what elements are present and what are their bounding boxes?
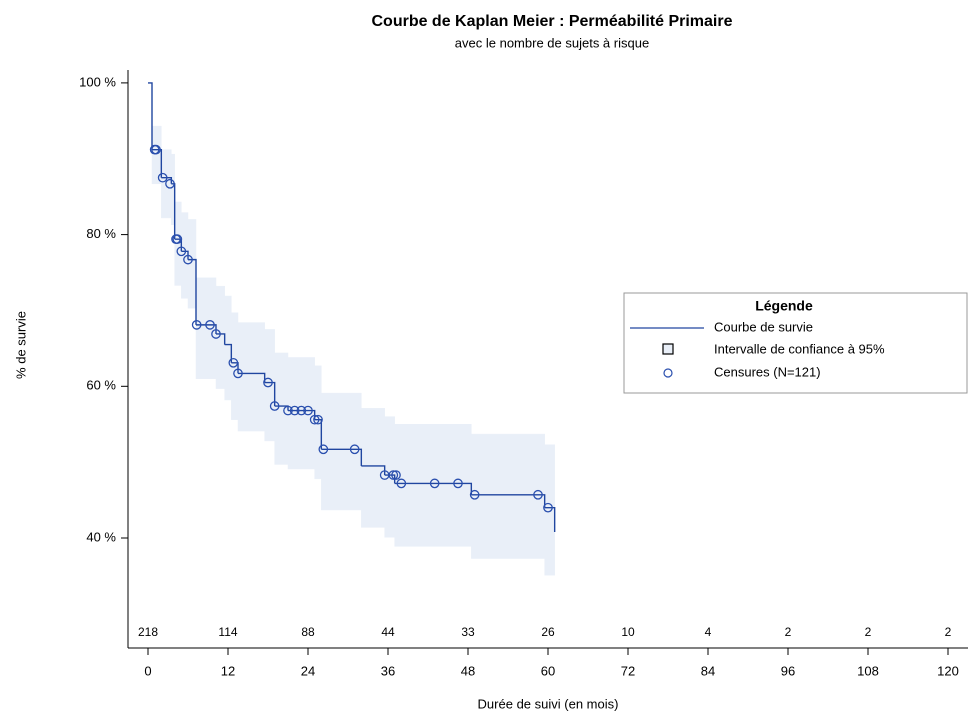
censor-marker (429, 478, 440, 489)
at-risk-count: 44 (381, 625, 395, 639)
x-tick-label: 120 (937, 663, 959, 678)
censor-marker (388, 470, 399, 480)
chart-title: Courbe de Kaplan Meier : Perméabilité Pr… (371, 13, 732, 30)
censor-marker (469, 489, 480, 500)
censor-marker (176, 246, 187, 257)
at-risk-count: 218 (138, 625, 158, 639)
survival-step (224, 343, 233, 363)
plot-area (148, 82, 556, 576)
confidence-band (471, 433, 545, 559)
censor-marker (453, 478, 463, 489)
at-risk-count: 2 (945, 625, 952, 639)
censor-marker (183, 254, 193, 265)
censor-marker (233, 368, 243, 379)
survival-step (361, 465, 386, 476)
censor-marker (303, 405, 313, 416)
survival-step (544, 506, 556, 532)
confidence-band (321, 392, 362, 511)
confidence-band (287, 357, 315, 470)
confidence-band (274, 352, 289, 465)
survival-step (181, 250, 189, 260)
at-risk-count: 10 (621, 625, 635, 639)
censor-marker (165, 178, 175, 189)
survival-step (384, 474, 396, 484)
censor-marker (228, 357, 239, 368)
confidence-band (237, 322, 265, 432)
x-tick-label: 0 (144, 663, 151, 678)
confidence-band (264, 329, 275, 442)
censor-marker (211, 329, 221, 339)
x-axis-label: Durée de suivi (en mois) (478, 696, 619, 711)
at-risk-count: 114 (218, 625, 237, 639)
x-tick-label: 84 (701, 663, 715, 678)
x-tick-label: 36 (381, 663, 395, 678)
legend-marker (663, 368, 673, 378)
survival-step (188, 258, 197, 325)
survival-step (216, 333, 226, 345)
legend-swatch (662, 343, 674, 355)
legend: Légende Courbe de survie Intervalle de c… (623, 292, 968, 394)
at-risk-count: 4 (705, 625, 712, 639)
legend-title: Légende (755, 298, 813, 314)
survival-step (471, 494, 546, 508)
y-tick-label: 80 % (86, 226, 116, 241)
x-tick-label: 60 (541, 663, 555, 678)
y-tick-label: 40 % (86, 529, 116, 544)
chart-subtitle: avec le nombre de sujets à risque (455, 35, 649, 50)
censor-marker (309, 414, 320, 425)
survival-step (321, 448, 363, 466)
censor-marker (391, 470, 401, 480)
survival-step (264, 381, 276, 407)
censor-marker (205, 320, 215, 330)
at-risk-count: 33 (461, 625, 475, 639)
x-tick-label: 96 (781, 663, 795, 678)
censor-marker (151, 144, 161, 155)
censor-marker (296, 405, 307, 416)
censor-marker (543, 502, 553, 513)
survival-step (148, 82, 153, 150)
legend-label: Censures (N=121) (714, 364, 821, 379)
confidence-band (361, 408, 385, 528)
at-risk-count: 88 (301, 625, 315, 639)
censor-marker (533, 489, 543, 500)
confidence-band (224, 295, 232, 401)
survival-step (161, 177, 173, 184)
censor-marker (396, 478, 407, 489)
censor-marker (263, 377, 273, 388)
censor-marker (313, 414, 323, 425)
x-tick-label: 24 (301, 663, 315, 678)
confidence-band (544, 444, 555, 576)
legend-label: Intervalle de confiance à 95% (714, 341, 885, 356)
censor-marker (283, 405, 293, 416)
at-risk-count: 2 (865, 625, 872, 639)
legend-label: Courbe de survie (714, 319, 813, 334)
survival-step (196, 324, 217, 334)
survival-step (314, 418, 323, 450)
at-risk-count: 2 (785, 625, 792, 639)
censor-marker (269, 401, 280, 411)
censor-marker (191, 320, 202, 330)
survival-step (152, 148, 163, 178)
y-tick-label: 100 % (79, 74, 116, 89)
censor-marker (289, 405, 300, 416)
y-tick-label: 60 % (86, 378, 116, 393)
at-risk-count: 26 (541, 625, 555, 639)
y-axis-label: % de survie (13, 311, 28, 379)
censor-marker (172, 234, 183, 245)
confidence-band (394, 423, 472, 547)
censor-marker (349, 444, 360, 455)
legend-box (623, 292, 968, 394)
censor-marker (318, 444, 329, 455)
survival-step (394, 482, 473, 495)
x-tick-label: 108 (857, 663, 879, 678)
x-tick-label: 72 (621, 663, 635, 678)
x-tick-label: 12 (221, 663, 235, 678)
censor-marker (157, 172, 168, 183)
x-tick-label: 48 (461, 663, 475, 678)
